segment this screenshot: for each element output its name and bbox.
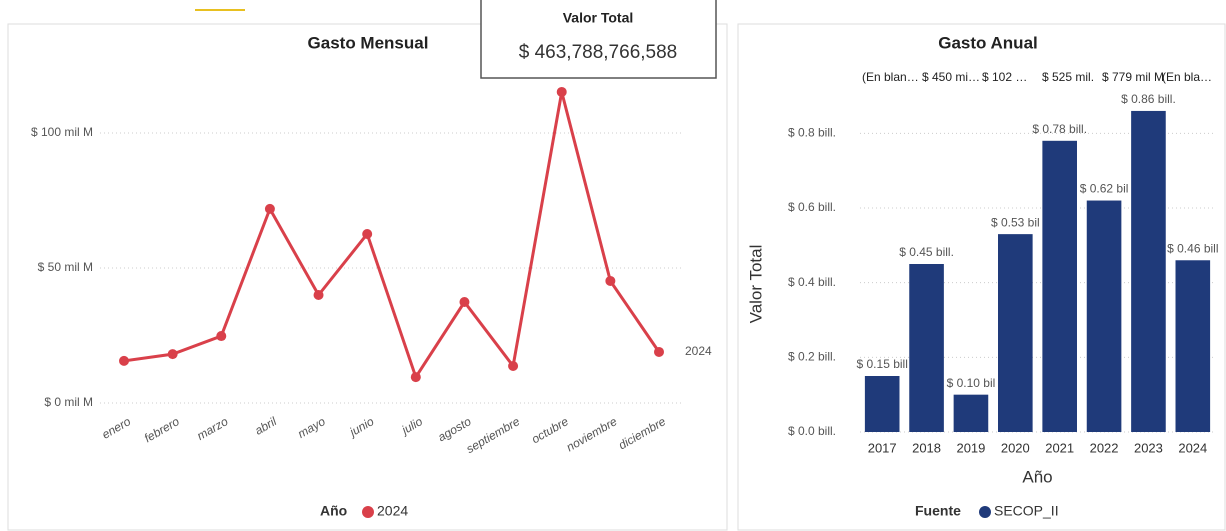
bar <box>1131 110 1166 432</box>
legend-title: Fuente <box>915 503 961 519</box>
point <box>508 361 519 372</box>
legend-title: Año <box>320 503 347 519</box>
y-tick-label: $ 0.2 bill. <box>788 350 836 364</box>
point <box>654 346 664 357</box>
series-end-label: 2024 <box>685 344 712 358</box>
annotation: $ 779 mil M <box>1102 70 1164 84</box>
bar <box>864 376 900 432</box>
point <box>459 297 470 308</box>
point <box>313 290 324 300</box>
legend-swatch <box>362 506 374 518</box>
point <box>216 331 227 342</box>
data-label: $ 0.62 bil <box>1080 182 1129 196</box>
legend-swatch <box>979 506 991 518</box>
chart-title: Gasto Anual <box>938 33 1038 52</box>
y-tick-label: $ 0.4 bill. <box>788 275 836 289</box>
x-tick-label: 2020 <box>1001 440 1030 455</box>
annotation: $ 525 mil. <box>1042 70 1094 84</box>
y-tick-label: $ 50 mil M <box>38 260 93 274</box>
x-tick-label: 2024 <box>1178 440 1207 455</box>
bar <box>909 264 944 432</box>
y-tick-label: $ 0.8 bill. <box>788 126 836 140</box>
point <box>410 372 421 383</box>
data-label: $ 0.15 bill <box>857 357 908 371</box>
x-axis-title: Año <box>1022 467 1052 486</box>
annotation: (En bla… <box>1162 70 1212 84</box>
y-tick-label: $ 0.6 bill. <box>788 200 836 214</box>
data-label: $ 0.46 bill <box>1167 241 1218 255</box>
point <box>264 203 275 214</box>
bar <box>1086 200 1122 432</box>
bar <box>1042 140 1077 433</box>
x-tick-label: 2022 <box>1090 440 1119 455</box>
y-axis-title: Valor Total <box>746 245 765 324</box>
y-tick-label: $ 0.0 bill. <box>788 424 836 438</box>
data-label: $ 0.45 bill. <box>899 245 954 259</box>
bar <box>953 394 989 432</box>
card-title: Valor Total <box>563 10 634 26</box>
point <box>362 228 373 239</box>
point <box>556 86 567 97</box>
chart-title: Gasto Mensual <box>308 33 429 52</box>
panel <box>7 23 728 531</box>
data-label: $ 0.10 bil <box>947 376 996 390</box>
annotation: $ 450 mi… <box>922 70 980 84</box>
bar <box>1175 260 1211 432</box>
card <box>480 0 717 79</box>
y-tick-label: $ 100 mil M <box>31 125 93 139</box>
y-tick-label: $ 0 mil M <box>44 395 93 409</box>
bar <box>998 234 1033 432</box>
point <box>605 275 616 286</box>
annotation: (En blan… <box>862 70 919 84</box>
x-tick-label: 2021 <box>1045 440 1074 455</box>
x-tick-label: 2017 <box>868 440 897 455</box>
annotation: $ 102 … <box>982 70 1027 84</box>
card-value: $ 463,788,766,588 <box>519 42 678 63</box>
data-label: $ 0.53 bil <box>991 215 1040 229</box>
x-tick-label: 2018 <box>912 440 941 455</box>
x-tick-label: 2019 <box>956 440 985 455</box>
legend-label: SECOP_II <box>994 503 1059 519</box>
data-label: $ 0.78 bill. <box>1032 122 1087 136</box>
point <box>119 355 129 366</box>
legend-label: 2024 <box>377 503 408 519</box>
x-tick-label: 2023 <box>1134 440 1163 455</box>
point <box>167 349 178 360</box>
line <box>123 91 661 381</box>
data-label: $ 0.86 bill. <box>1121 92 1176 106</box>
